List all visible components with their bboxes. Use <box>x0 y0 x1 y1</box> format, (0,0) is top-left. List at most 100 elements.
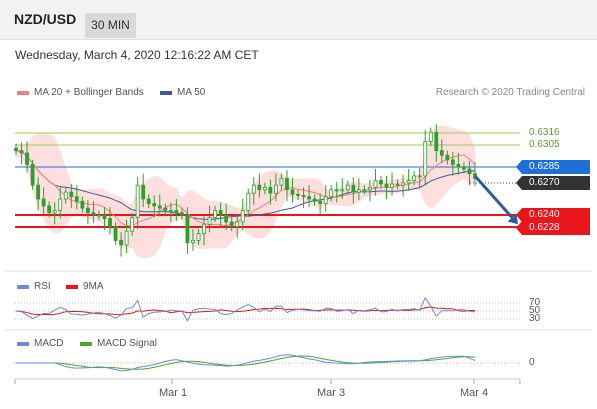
candle-body <box>368 187 372 191</box>
chart-datetime: Wednesday, March 4, 2020 12:16:22 AM CET <box>15 48 259 62</box>
candle-body <box>124 230 129 246</box>
macd-tick-0: 0 <box>529 357 535 368</box>
candle-body <box>412 175 417 181</box>
candle-body <box>180 212 184 216</box>
candle-body <box>69 191 74 198</box>
candle-body <box>340 189 345 192</box>
legend-macd-signal-label: MACD Signal <box>97 338 158 349</box>
candle-body <box>19 150 24 154</box>
candle-body <box>262 187 267 191</box>
candle-body <box>406 180 411 184</box>
macd-signal-swatch <box>80 341 92 346</box>
candle-body <box>146 198 151 204</box>
level-label-1: 0.6305 <box>529 139 560 150</box>
candle-body <box>191 239 195 244</box>
candle-body <box>467 168 472 175</box>
candle-body <box>290 189 295 195</box>
candle-body <box>434 131 439 152</box>
candle-body <box>135 184 140 218</box>
candle-body <box>439 150 444 156</box>
candle-body <box>257 184 262 191</box>
candle-body <box>58 198 63 211</box>
legend-ma50: MA 50 <box>160 87 205 98</box>
x-label-mar1: Mar 1 <box>159 387 188 399</box>
candle-body <box>202 223 206 234</box>
candle-body <box>85 207 90 214</box>
candle-body <box>395 183 400 186</box>
chart-header: NZD/USD 30 MIN <box>0 0 597 40</box>
candle-body <box>373 180 378 188</box>
candle-body <box>119 239 123 246</box>
candle-body <box>312 198 317 202</box>
candle-body <box>384 183 389 188</box>
candle-body <box>30 164 35 186</box>
candle-body <box>113 226 118 241</box>
candle-body <box>52 210 57 214</box>
macd-swatch <box>17 341 29 346</box>
candle-body <box>141 184 146 200</box>
legend-rsi-ma: 9MA <box>66 281 104 292</box>
candle-body <box>401 182 406 186</box>
rsi-ma-swatch <box>66 284 78 289</box>
candle-body <box>185 214 190 244</box>
forecast-arrow <box>473 174 514 219</box>
forecast-arrowhead <box>507 213 518 225</box>
candle-body <box>251 184 256 194</box>
candle-body <box>74 196 79 202</box>
candle-body <box>207 216 212 225</box>
candle-body <box>428 131 433 142</box>
ma50-swatch <box>160 90 172 95</box>
level-label-5: 0.6228 <box>516 221 590 235</box>
candle-body <box>362 189 367 192</box>
candle-body <box>229 221 234 227</box>
candle-body <box>36 184 41 200</box>
legend-macd: MACD <box>17 338 63 349</box>
candle-body <box>456 164 461 168</box>
candle-body <box>102 214 107 219</box>
ma20-line <box>15 150 476 227</box>
candle-body <box>218 210 223 216</box>
candle-body <box>91 212 96 216</box>
timeframe-button[interactable]: 30 MIN <box>85 13 136 38</box>
level-label-2: 0.6285 <box>516 160 590 174</box>
legend-macd-label: MACD <box>34 338 64 349</box>
level-label-3: 0.6270 <box>516 176 590 190</box>
candle-body <box>47 205 52 214</box>
candle-body <box>174 210 179 214</box>
candle-body <box>279 177 284 186</box>
candle-body <box>296 193 300 196</box>
pair-title: NZD/USD <box>14 11 77 27</box>
candle-body <box>63 191 68 200</box>
rsi-swatch <box>17 284 29 289</box>
candle-body <box>246 192 251 211</box>
level-label-4: 0.6240 <box>516 208 590 222</box>
candle-body <box>417 175 422 178</box>
research-credit: Research © 2020 Trading Central <box>435 87 585 98</box>
candle-body <box>445 154 450 161</box>
candles <box>14 124 477 257</box>
candle-body <box>274 184 278 194</box>
level-label-0: 0.6316 <box>529 127 560 138</box>
candle-body <box>423 141 428 177</box>
candle-body <box>356 189 361 193</box>
candle-body <box>334 189 339 192</box>
candle-body <box>268 187 273 194</box>
macd-line <box>16 354 476 372</box>
x-label-mar3: Mar 3 <box>317 387 346 399</box>
candle-body <box>285 177 289 191</box>
candle-body <box>323 196 328 204</box>
candle-body <box>80 200 85 209</box>
candle-body <box>25 152 29 165</box>
candle-body <box>450 159 455 165</box>
rsi-line <box>15 296 476 322</box>
rsi-tick-70: 70 <box>529 297 541 308</box>
candle-body <box>108 218 112 227</box>
candle-body <box>462 166 466 170</box>
candle-body <box>196 233 201 241</box>
candle-body <box>318 200 323 204</box>
ma20-swatch <box>17 90 29 95</box>
legend-macd-signal: MACD Signal <box>80 338 157 349</box>
candle-body <box>379 180 383 185</box>
rsi-tick-30: 30 <box>529 313 541 324</box>
